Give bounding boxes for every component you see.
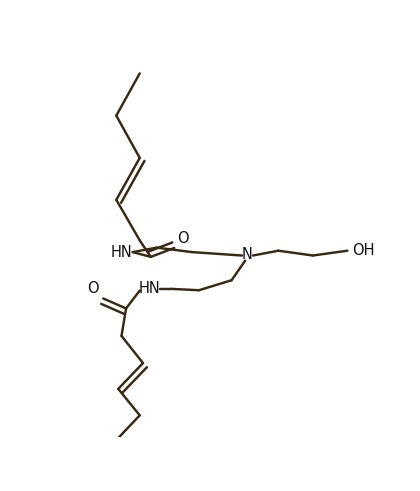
Text: OH: OH [352,243,374,257]
Text: N: N [242,247,252,262]
Text: HN: HN [139,281,160,297]
Text: O: O [87,281,99,297]
Text: HN: HN [111,245,133,260]
Text: O: O [178,231,189,246]
